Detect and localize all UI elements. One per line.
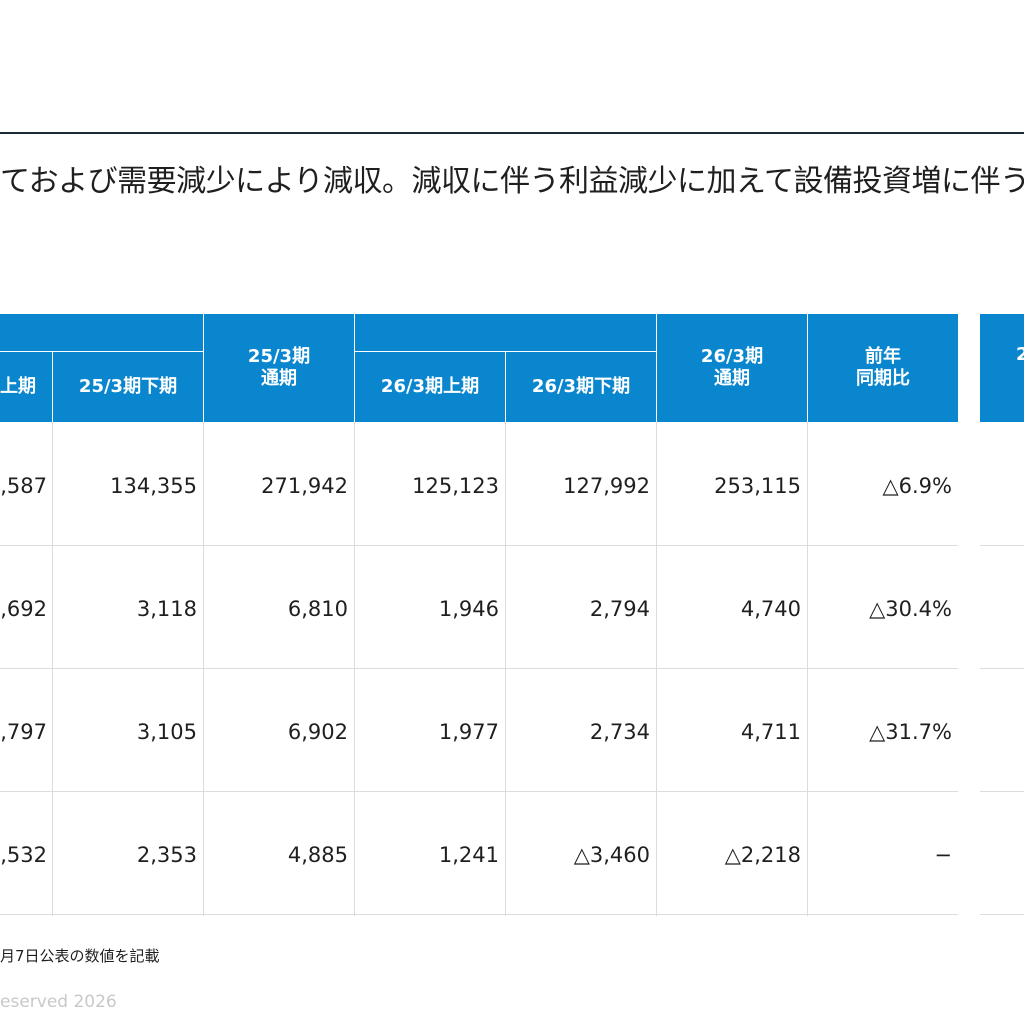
col-divider	[505, 422, 506, 916]
top-rule	[0, 132, 1024, 134]
table-cell: △2,218	[724, 843, 801, 867]
col-divider	[52, 422, 53, 916]
table-cell: 3,105	[136, 720, 197, 744]
header-c2: 25/3期下期	[53, 352, 203, 422]
header-group-26-3	[355, 314, 656, 351]
table-cell: 4,711	[740, 720, 801, 744]
table-cell: △3,460	[573, 843, 650, 867]
header-c5: 26/3期下期	[506, 352, 656, 422]
table-cell: 134,355	[110, 474, 197, 498]
table-cell: 253,115	[714, 474, 801, 498]
table-cell: 2,353	[136, 843, 197, 867]
financial-table: 上期 25/3期下期 25/3期 通期 26/3期上期 26/3期下期 26/3期…	[0, 314, 1024, 916]
row-divider	[980, 668, 1024, 669]
table-cell: △6.9%	[882, 474, 952, 498]
table-cell: 4,740	[740, 597, 801, 621]
table-cell: 1,946	[438, 597, 499, 621]
row-divider	[0, 914, 958, 915]
table-cell: △30.4%	[869, 597, 952, 621]
row-divider	[980, 914, 1024, 915]
table-cell: 6,902	[287, 720, 348, 744]
col-divider	[203, 422, 204, 916]
header-group-25-3	[0, 314, 203, 351]
summary-headline: ておよび需要減少により減収。減収に伴う利益減少に加えて設備投資増に伴う	[0, 164, 1024, 199]
table-cell: 1,977	[438, 720, 499, 744]
table-cell: 6,810	[287, 597, 348, 621]
table-cell: △31.7%	[869, 720, 952, 744]
col-divider	[354, 422, 355, 916]
header-c6: 26/3期 通期	[657, 314, 807, 422]
col-divider	[807, 422, 808, 916]
col-divider	[656, 422, 657, 916]
table-cell: 3,118	[136, 597, 197, 621]
header-c4: 26/3期上期	[355, 352, 505, 422]
table-cell: ,587	[0, 474, 47, 498]
table-cell: 271,942	[261, 474, 348, 498]
table-cell: 2,734	[589, 720, 650, 744]
table-cell: ,692	[0, 597, 47, 621]
footnote: 月7日公表の数値を記載	[0, 947, 160, 965]
row-divider	[0, 668, 958, 669]
table-cell: ,797	[0, 720, 47, 744]
header-c1: 上期	[0, 352, 52, 422]
header-c8: 2	[980, 314, 1024, 422]
row-divider	[0, 791, 958, 792]
table-cell: 127,992	[563, 474, 650, 498]
table-cell: 1,241	[438, 843, 499, 867]
table-cell: 4,885	[287, 843, 348, 867]
copyright: eserved 2026	[0, 992, 117, 1012]
row-divider	[0, 545, 958, 546]
row-divider	[980, 791, 1024, 792]
table-cell: 125,123	[412, 474, 499, 498]
row-divider	[980, 545, 1024, 546]
table-cell: 2,794	[589, 597, 650, 621]
header-c7: 前年 同期比	[808, 314, 958, 422]
table-cell: ,532	[0, 843, 47, 867]
table-cell: −	[934, 843, 952, 867]
header-c3: 25/3期 通期	[204, 314, 354, 422]
